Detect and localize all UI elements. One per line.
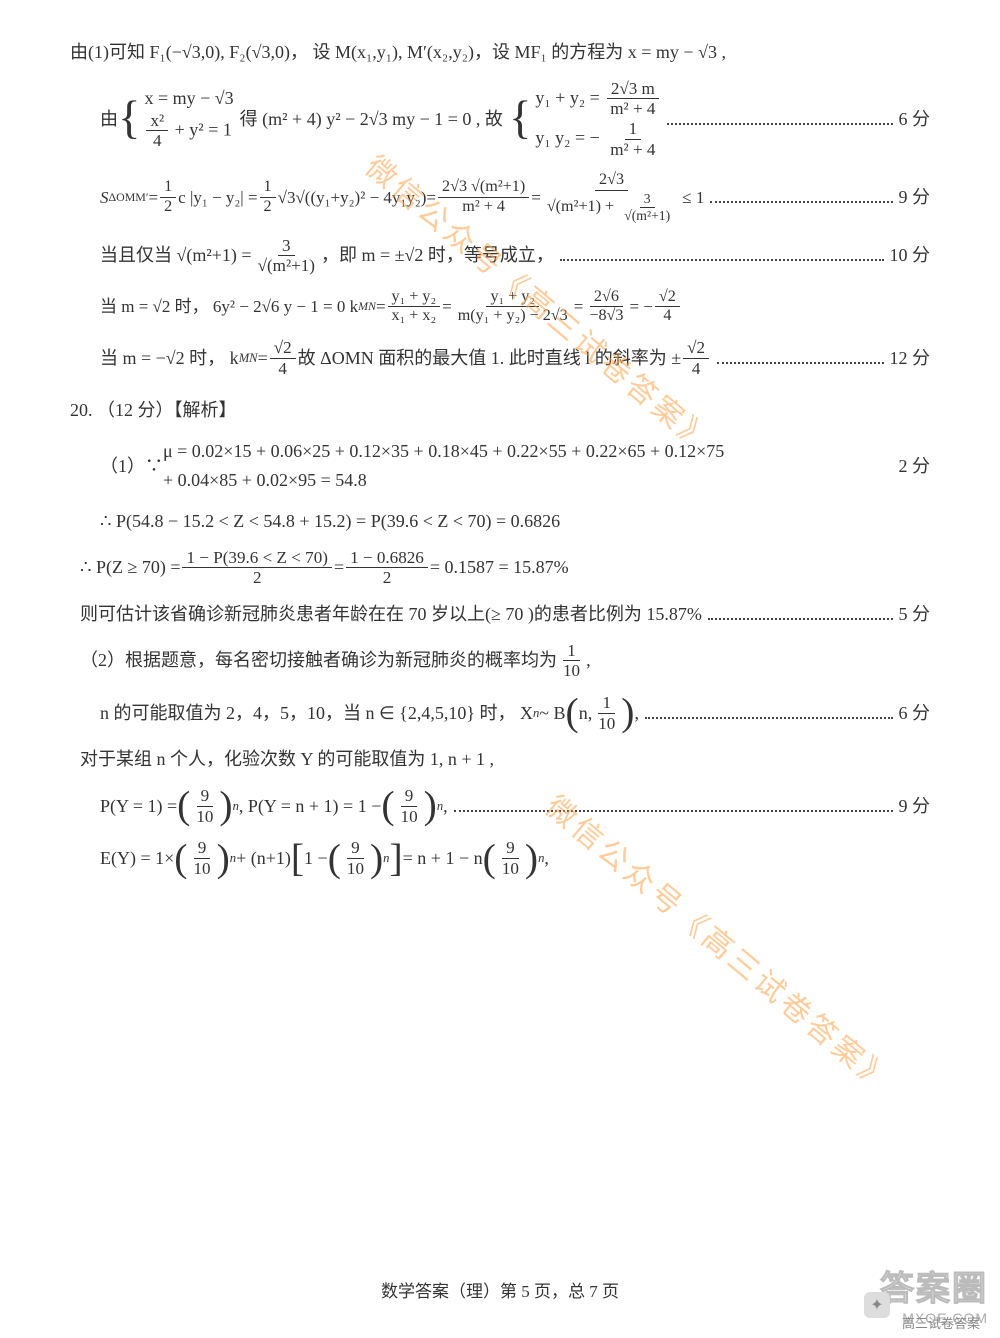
logo-text-1: 答案圈 (880, 1261, 988, 1310)
iff-line: 当且仅当 √(m²+1) = 3√(m²+1) ，即 m = ±√2 时，等号成… (100, 236, 930, 276)
mu-row2: + 0.04×85 + 0.02×95 = 54.8 (163, 466, 724, 495)
brace-right: y₁ + y₂ = 2√3 mm² + 4 y₁ y₂ = − 1m² + 4 (509, 79, 661, 160)
points-9a: 9 分 (899, 183, 931, 212)
sys-left-row2: x²4 + y² = 1 (144, 111, 233, 151)
m-neg-line: 当 m = −√2 时， kMN = √24 故 ΔOMN 面积的最大值 1. … (100, 338, 930, 378)
mu-row1: μ = 0.02×15 + 0.06×25 + 0.12×35 + 0.18×4… (163, 437, 724, 466)
page-footer: 数学答案（理）第 5 页，总 7 页 (0, 1277, 1000, 1302)
py-line: P(Y = 1) = ( 910 )n , P(Y = n + 1) = 1 −… (100, 786, 930, 826)
wechat-label: 高三试卷答案 (902, 1313, 980, 1332)
sys-right-row1: y₁ + y₂ = 2√3 mm² + 4 (535, 79, 661, 119)
points-12: 12 分 (890, 344, 931, 373)
wechat-icon: ✦ (864, 1292, 890, 1318)
sys-right-row2: y₁ y₂ = − 1m² + 4 (535, 119, 661, 159)
ey-line: E(Y) = 1× ( 910 )n + (n+1) [ 1 − ( 910 )… (100, 838, 930, 878)
conclusion-5: 则可估计该省确诊新冠肺炎患者年龄在在 70 岁以上(≥ 70 )的患者比例为 1… (80, 600, 930, 629)
system-prefix: 由 (100, 105, 118, 134)
points-9b: 9 分 (899, 792, 931, 821)
brace-left: x = my − √3 x²4 + y² = 1 (118, 87, 234, 151)
n-line: n 的可能取值为 2，4，5，10，当 n ∈ {2,4,5,10} 时， Xn… (100, 693, 930, 733)
dots-5 (708, 609, 893, 620)
points-6: 6 分 (899, 105, 931, 134)
mu-block: （1）∵ μ = 0.02×15 + 0.06×25 + 0.12×35 + 0… (100, 437, 930, 495)
area-line: SΔOMM′ = 12 c |y₁ − y₂| = 12 √3 √((y₁+y₂… (100, 171, 930, 223)
intro-line: 由(1)可知 F₁(−√3,0), F₂(√3,0)， 设 M(x₁,y₁), … (70, 38, 930, 67)
intro-text: 由(1)可知 F₁(−√3,0), F₂(√3,0)， 设 M(x₁,y₁), … (70, 38, 726, 67)
points-2: 2 分 (899, 452, 931, 481)
sys-left-row1: x = my − √3 (144, 87, 233, 110)
points-10: 10 分 (890, 241, 931, 270)
pz-line: ∴ P(Z ≥ 70) = 1 − P(39.6 < Z < 70)2 = 1 … (80, 548, 930, 588)
dots-6b (645, 708, 893, 719)
dots-12 (717, 353, 883, 364)
y-values-line: 对于某组 n 个人，化验次数 Y 的可能取值为 1, n + 1 , (80, 745, 930, 774)
q20-header: 20. （12 分）【解析】 (70, 396, 930, 425)
dots-9b (454, 801, 893, 812)
points-6b: 6 分 (899, 699, 931, 728)
m-pos-line: 当 m = √2 时， 6y² − 2√6 y − 1 = 0 kMN = y₁… (100, 288, 930, 326)
dots-9a (710, 192, 892, 202)
part2-intro: （2）根据题意，每名密切接触者确诊为新冠肺炎的概率均为 110 , (80, 641, 930, 681)
dots-6 (667, 114, 892, 125)
dots-10 (560, 250, 884, 261)
p-range-line: ∴ P(54.8 − 15.2 < Z < 54.8 + 15.2) = P(3… (100, 507, 930, 536)
sys-mid: 得 (m² + 4) y² − 2√3 my − 1 = 0 , 故 (240, 105, 503, 134)
system-block: 由 x = my − √3 x²4 + y² = 1 得 (m² + 4) y²… (100, 79, 930, 160)
points-5: 5 分 (899, 600, 931, 629)
